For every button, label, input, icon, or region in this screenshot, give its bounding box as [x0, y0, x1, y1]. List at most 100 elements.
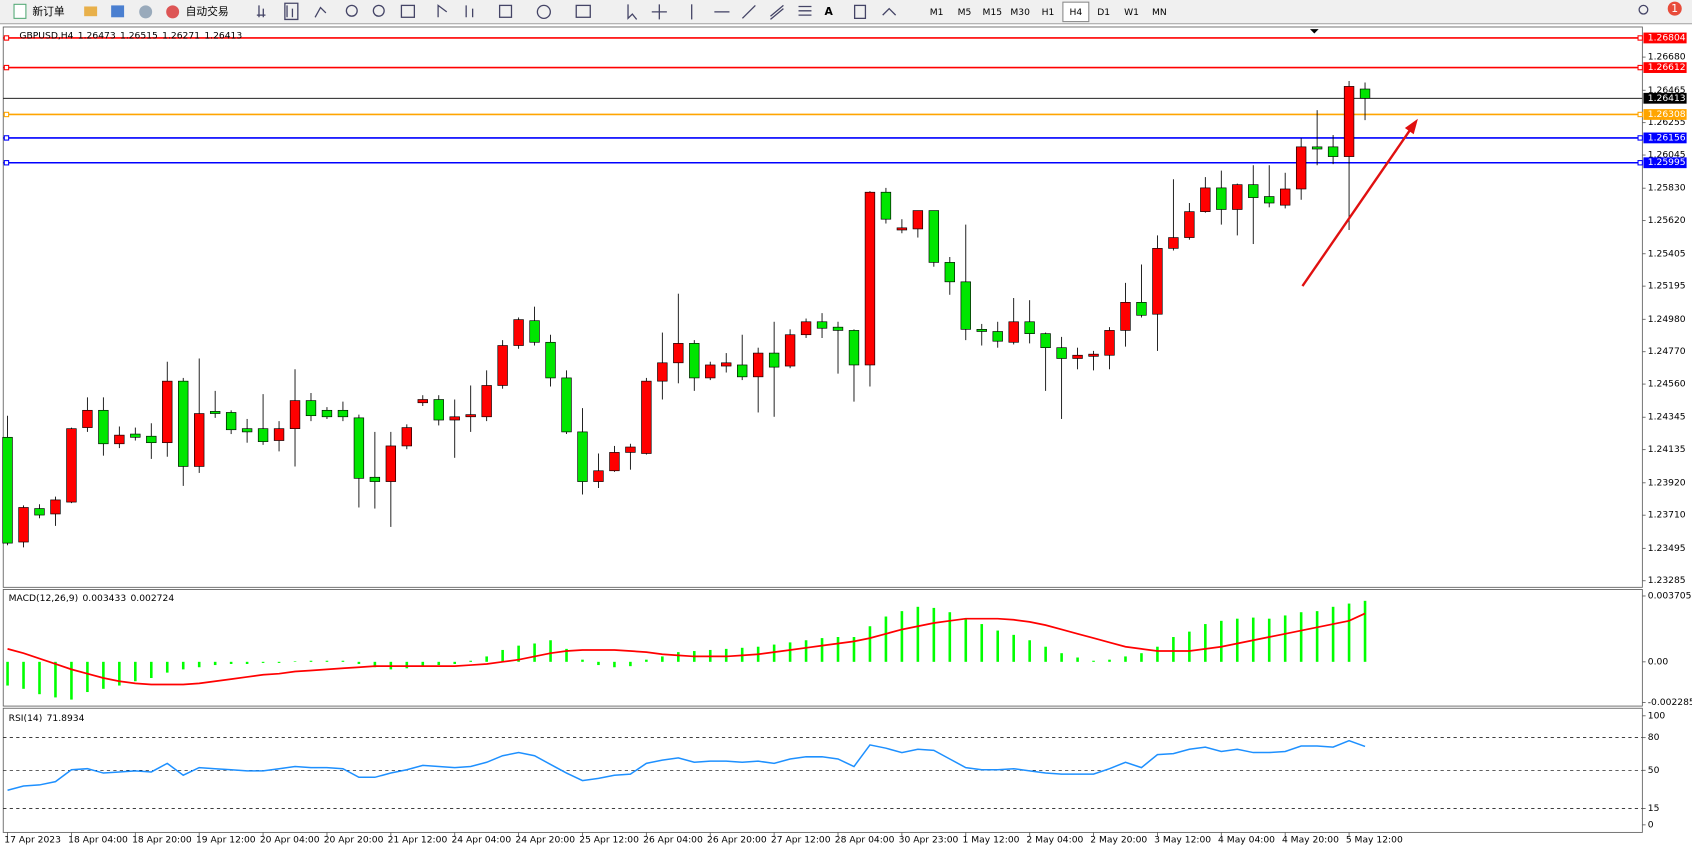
icon[interactable]: [465, 5, 474, 18]
fibo-icon[interactable]: [798, 5, 812, 16]
histogram-bar: [277, 661, 281, 663]
x-tick-label: 3 May 12:00: [1154, 834, 1211, 845]
candle-body: [257, 428, 269, 442]
histogram-bar: [772, 644, 776, 662]
timeframe-button[interactable]: W1: [1124, 7, 1139, 18]
cursor-icon[interactable]: [627, 4, 638, 20]
histogram-bar: [565, 648, 568, 662]
histogram-bar: [1267, 618, 1271, 662]
auto-trade-button[interactable]: 自动交易: [186, 5, 229, 18]
candle-body: [880, 191, 892, 220]
icon[interactable]: [498, 4, 513, 18]
candle-body: [896, 227, 908, 231]
histogram-bar: [645, 659, 648, 662]
shift-marker: [1310, 29, 1319, 34]
auto-trade-icon[interactable]: [166, 5, 180, 19]
icon[interactable]: [314, 6, 327, 18]
histogram-bar: [421, 661, 425, 667]
icon[interactable]: [400, 4, 416, 18]
icon[interactable]: [437, 4, 448, 18]
timeframe-button[interactable]: MN: [1152, 7, 1167, 18]
level-handle: [1637, 160, 1643, 166]
channel-icon[interactable]: [770, 4, 784, 20]
text-tool-icon[interactable]: A: [825, 5, 834, 18]
level-handle: [3, 64, 10, 71]
level-handle: [1637, 135, 1643, 141]
level-label-bg: [1643, 109, 1687, 120]
histogram-bar: [22, 661, 25, 689]
candle-body: [321, 409, 333, 418]
label-icon[interactable]: [853, 4, 867, 20]
icon[interactable]: [111, 5, 125, 18]
icon[interactable]: [882, 7, 897, 16]
histogram-bar: [932, 607, 936, 662]
x-tick-label: 26 Apr 04:00: [643, 834, 703, 845]
candle-body: [1264, 196, 1275, 204]
panel-header: GBPUSD,H4 1.26473 1.26515 1.26271 1.26413: [19, 30, 242, 41]
level-handle: [1637, 64, 1643, 71]
histogram-bar: [581, 659, 584, 662]
candle-body: [50, 499, 61, 515]
histogram-bar: [1060, 653, 1063, 662]
indicator-title: MACD(12,26,9): [9, 593, 79, 604]
timeframe-active: [1062, 1, 1090, 23]
histogram-bar: [86, 661, 89, 693]
histogram-bar: [70, 661, 73, 700]
candle-body: [928, 210, 940, 263]
histogram-bar: [1172, 637, 1175, 662]
candle-body: [784, 334, 796, 367]
timeframe-button[interactable]: M1: [930, 7, 944, 18]
rsi-chart: 100 80 50 15 0 RSI(14) 71.8934: [3, 710, 1665, 830]
timeframe-button[interactable]: D1: [1097, 7, 1110, 18]
y-tick-label: 1.24345: [1648, 412, 1686, 423]
icon[interactable]: [84, 6, 98, 17]
histogram-bar: [788, 642, 792, 662]
indicator-value: 1.26515: [120, 30, 158, 41]
current-price-label: 1.26413: [1648, 93, 1686, 104]
histogram-bar: [213, 661, 217, 666]
icon[interactable]: [284, 2, 299, 21]
histogram-bar: [149, 661, 153, 679]
new-order-icon[interactable]: [13, 3, 27, 19]
candle-body: [1200, 187, 1211, 212]
candle-body: [768, 352, 780, 368]
candle-body: [1359, 88, 1371, 99]
timeframe-button[interactable]: M15: [983, 7, 1003, 18]
histogram-bar: [916, 606, 920, 662]
timeframe-button[interactable]: H1: [1042, 7, 1055, 18]
y-tick-label: 1.24135: [1648, 444, 1686, 455]
y-tick-label: 1.23710: [1648, 510, 1686, 521]
timeframe-button[interactable]: H4: [1069, 7, 1082, 18]
histogram-bar: [1076, 657, 1079, 662]
icon[interactable]: [575, 4, 591, 18]
icon[interactable]: [536, 4, 551, 20]
histogram-bar: [453, 661, 457, 664]
crosshair-icon[interactable]: [651, 4, 667, 20]
notification-badge[interactable]: [1667, 1, 1682, 16]
icon[interactable]: [256, 5, 266, 18]
candle-body: [1120, 302, 1131, 331]
candle-body: [82, 409, 93, 428]
candle-body: [385, 445, 397, 482]
histogram-bar: [517, 645, 520, 662]
trend-icon[interactable]: [741, 4, 756, 19]
timeframe-button[interactable]: M30: [1010, 7, 1030, 18]
candle-body: [465, 414, 476, 418]
y-tick-label: 1.25830: [1648, 183, 1686, 194]
current-price-bg: [1643, 92, 1687, 104]
timeframe-button[interactable]: M5: [958, 7, 972, 18]
candle-body: [194, 413, 205, 467]
zoom-out-icon[interactable]: [372, 4, 385, 17]
x-tick-label: 25 Apr 12:00: [579, 834, 639, 845]
search-icon[interactable]: [1638, 4, 1649, 15]
icon[interactable]: [139, 5, 153, 19]
histogram-bar: [1235, 618, 1239, 662]
x-tick-label: 27 Apr 12:00: [771, 834, 831, 845]
indicator-title: GBPUSD,H4: [19, 30, 73, 41]
zoom-in-icon[interactable]: [345, 4, 358, 17]
y-tick-label: 1.25195: [1648, 281, 1686, 292]
candle-body: [241, 428, 253, 433]
new-order-button[interactable]: 新订单: [32, 5, 65, 18]
candle-body: [513, 319, 524, 346]
histogram-bar: [261, 661, 265, 663]
